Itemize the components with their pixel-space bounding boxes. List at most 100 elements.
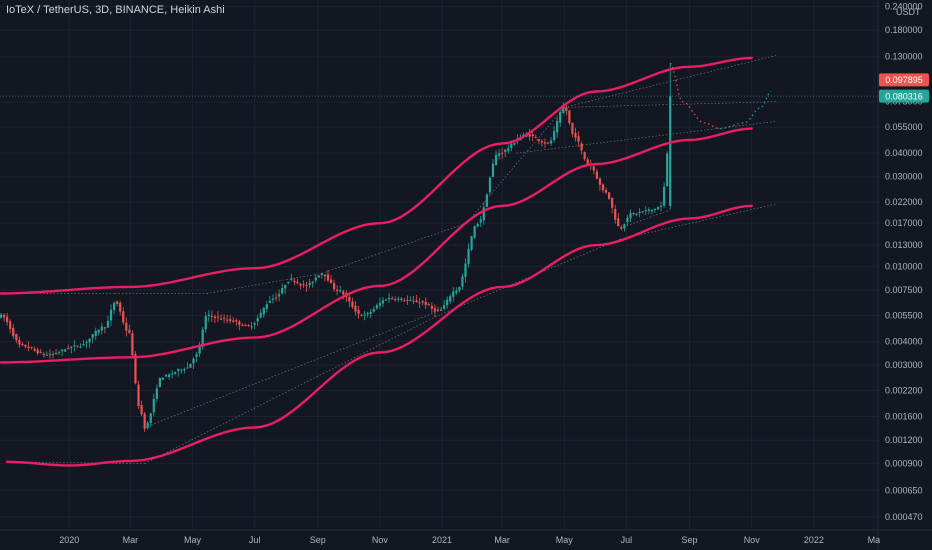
- candle-body: [513, 143, 516, 145]
- candle-body: [467, 248, 470, 264]
- candle-body: [106, 320, 110, 328]
- y-tick-label: 0.002200: [885, 386, 923, 396]
- candle-body: [470, 236, 473, 250]
- trend-line: [144, 310, 439, 428]
- trend-line: [144, 315, 439, 464]
- candle-body: [504, 149, 507, 152]
- candle-body: [381, 300, 385, 304]
- candle-body: [394, 299, 397, 301]
- candle-body: [152, 398, 155, 413]
- y-tick-label: 0.022000: [885, 197, 923, 207]
- grid: [0, 0, 878, 530]
- candle-body: [653, 208, 657, 210]
- y-tick-label: 0.013000: [885, 240, 923, 250]
- candle-body: [501, 152, 504, 154]
- candle-body: [296, 281, 299, 284]
- candle-body: [620, 227, 623, 229]
- candle-body: [320, 273, 323, 275]
- candle-body: [174, 372, 177, 374]
- candle-body: [461, 276, 464, 287]
- candle-body: [177, 369, 180, 372]
- x-tick-label: Sep: [310, 535, 326, 545]
- candle-body: [336, 289, 339, 291]
- candle-body: [167, 374, 171, 377]
- candle-body: [198, 345, 201, 354]
- candle-body: [271, 298, 275, 300]
- candle-body: [617, 218, 620, 227]
- y-tick-label: 0.000900: [885, 459, 923, 469]
- x-tick-label: Sep: [682, 535, 698, 545]
- candle-body: [363, 314, 366, 316]
- candle-body: [241, 325, 244, 327]
- candle-body: [323, 274, 327, 277]
- candle-body: [436, 309, 440, 311]
- x-tick-label: Jul: [249, 535, 261, 545]
- candle-body: [48, 353, 52, 355]
- candle-body: [632, 213, 635, 215]
- candle-body: [128, 329, 131, 333]
- candle-body: [375, 305, 378, 309]
- candle-body: [192, 358, 195, 364]
- candle-body: [265, 304, 268, 309]
- candle-body: [418, 302, 421, 304]
- candle-body: [433, 308, 437, 312]
- candle-body: [158, 377, 162, 387]
- candle-body: [116, 301, 119, 305]
- candle-body: [207, 314, 210, 317]
- candle-body: [568, 110, 571, 124]
- channel-upper-curve: [0, 56, 753, 295]
- candle-body: [409, 300, 412, 302]
- candle-body: [464, 263, 467, 278]
- x-tick-label: Mar: [494, 535, 510, 545]
- candle-body: [149, 413, 152, 423]
- candle-body: [229, 319, 232, 321]
- candle-body: [583, 151, 586, 160]
- candle-body: [391, 298, 394, 300]
- projection-curves: [670, 62, 772, 130]
- candle-body: [140, 405, 143, 415]
- candle-body: [348, 296, 351, 302]
- candle-body: [574, 132, 577, 138]
- x-tick-label: 2021: [432, 535, 452, 545]
- x-tick-label: 2022: [804, 535, 824, 545]
- candle-body: [210, 315, 213, 317]
- candle-body: [427, 304, 430, 306]
- y-tick-label: 0.005500: [885, 311, 923, 321]
- candle-body: [342, 291, 345, 295]
- candle-body: [146, 422, 149, 429]
- candle-body: [592, 166, 595, 171]
- y-tick-label: 0.040000: [885, 148, 923, 158]
- candle-body: [12, 327, 15, 337]
- candle-body: [580, 143, 583, 151]
- candle-body: [161, 377, 165, 380]
- candle-body: [290, 279, 293, 281]
- candle-body: [94, 330, 97, 336]
- candle-body: [274, 297, 278, 299]
- price-label: 0.097895: [885, 75, 923, 85]
- candle-body: [400, 298, 403, 300]
- y-tick-label: 0.004000: [885, 337, 923, 347]
- candle-body: [659, 205, 663, 207]
- candle-body: [171, 373, 174, 375]
- candle-body: [488, 177, 492, 193]
- trend-line: [321, 222, 467, 274]
- candle-body: [452, 291, 455, 297]
- candle-body: [180, 369, 183, 371]
- candle-body: [537, 139, 540, 142]
- candle-body: [299, 283, 302, 286]
- candle-body: [235, 320, 238, 322]
- candle-body: [546, 142, 550, 144]
- candle-body: [326, 274, 330, 281]
- candle-body: [262, 307, 265, 315]
- candle-body: [357, 309, 360, 314]
- candle-body: [302, 284, 305, 286]
- candle-body: [629, 213, 632, 219]
- candle-body: [64, 349, 67, 352]
- x-tick-label: Nov: [744, 535, 761, 545]
- candle-body: [219, 318, 223, 320]
- candle-body: [131, 333, 134, 356]
- y-tick-label: 0.001200: [885, 435, 923, 445]
- candle-body: [476, 223, 479, 227]
- candle-body: [369, 311, 372, 314]
